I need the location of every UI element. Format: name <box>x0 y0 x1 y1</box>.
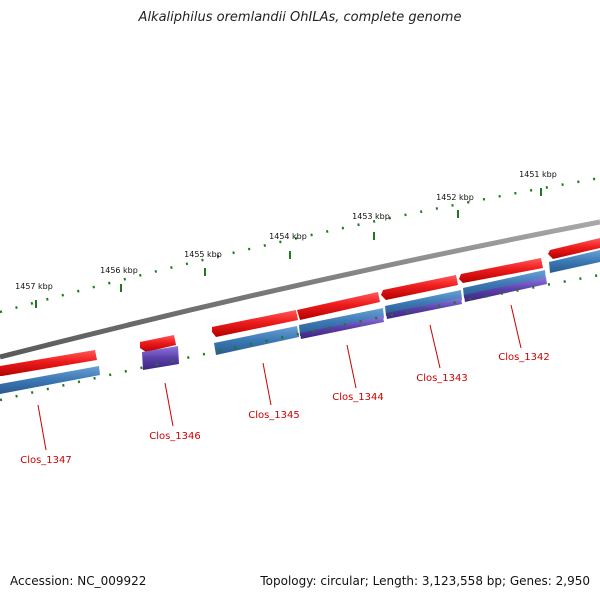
ruler-tick-label: 1454 kbp <box>269 232 307 241</box>
gene-arrow[interactable] <box>459 258 543 283</box>
leader-line <box>37 404 47 451</box>
cds-block[interactable] <box>549 250 600 273</box>
gene-arrow[interactable] <box>548 238 600 259</box>
inner-ruler <box>0 273 600 402</box>
leader-line <box>429 324 441 369</box>
leader-line <box>262 362 272 406</box>
gene-label-clos-1346[interactable]: Clos_1346 <box>149 431 201 442</box>
leader-line <box>346 344 357 389</box>
gene-arrow[interactable] <box>297 292 380 320</box>
genome-backbone <box>0 219 600 360</box>
ruler-labels: 1457 kbp 1456 kbp 1455 kbp 1454 kbp 1453… <box>15 170 557 291</box>
gene-arrow[interactable] <box>381 275 458 300</box>
gene-label-clos-1345[interactable]: Clos_1345 <box>248 410 300 421</box>
cds-block[interactable] <box>142 346 179 370</box>
gene-arrow[interactable] <box>0 350 97 376</box>
ruler-tick-label: 1453 kbp <box>352 212 390 221</box>
map-title: Alkaliphilus oremlandii OhILAs, complete… <box>138 10 462 25</box>
gene-label-clos-1343[interactable]: Clos_1343 <box>416 373 468 384</box>
ruler-tick-label: 1456 kbp <box>100 266 138 275</box>
gene-labels: Clos_1347 Clos_1346 Clos_1345 Clos_1344 … <box>20 352 550 466</box>
topology-text: Topology: circular; Length: 3,123,558 bp… <box>260 574 590 588</box>
gene-label-clos-1344[interactable]: Clos_1344 <box>332 392 384 403</box>
gene-arrow[interactable] <box>140 335 176 352</box>
cds-block[interactable] <box>0 366 100 394</box>
forward-genes <box>0 238 600 376</box>
ruler-tick-label: 1455 kbp <box>184 250 222 259</box>
ruler-tick-label: 1451 kbp <box>519 170 557 179</box>
cds-block[interactable] <box>300 316 384 339</box>
label-leaders <box>37 304 522 451</box>
accession-text: Accession: NC_009922 <box>10 574 147 588</box>
outer-ruler <box>0 176 600 314</box>
leader-line <box>164 382 174 427</box>
gene-arrow[interactable] <box>212 310 298 337</box>
ruler-tick-label: 1452 kbp <box>436 193 474 202</box>
gene-label-clos-1342[interactable]: Clos_1342 <box>498 352 550 363</box>
leader-line <box>510 304 522 349</box>
gene-label-clos-1347[interactable]: Clos_1347 <box>20 455 72 466</box>
ruler-tick-label: 1457 kbp <box>15 282 53 291</box>
cds-block[interactable] <box>464 277 547 302</box>
